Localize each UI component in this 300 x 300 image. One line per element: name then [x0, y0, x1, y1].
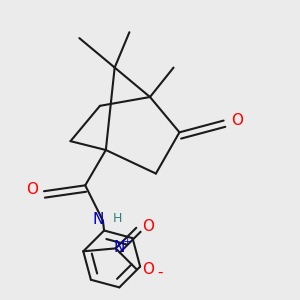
Text: H: H — [112, 212, 122, 225]
Text: -: - — [158, 264, 163, 279]
Text: O: O — [231, 113, 243, 128]
Text: N: N — [93, 212, 104, 227]
Text: +: + — [123, 237, 132, 247]
Text: N: N — [113, 240, 125, 255]
Text: O: O — [142, 219, 154, 234]
Text: O: O — [26, 182, 38, 197]
Text: O: O — [142, 262, 154, 278]
